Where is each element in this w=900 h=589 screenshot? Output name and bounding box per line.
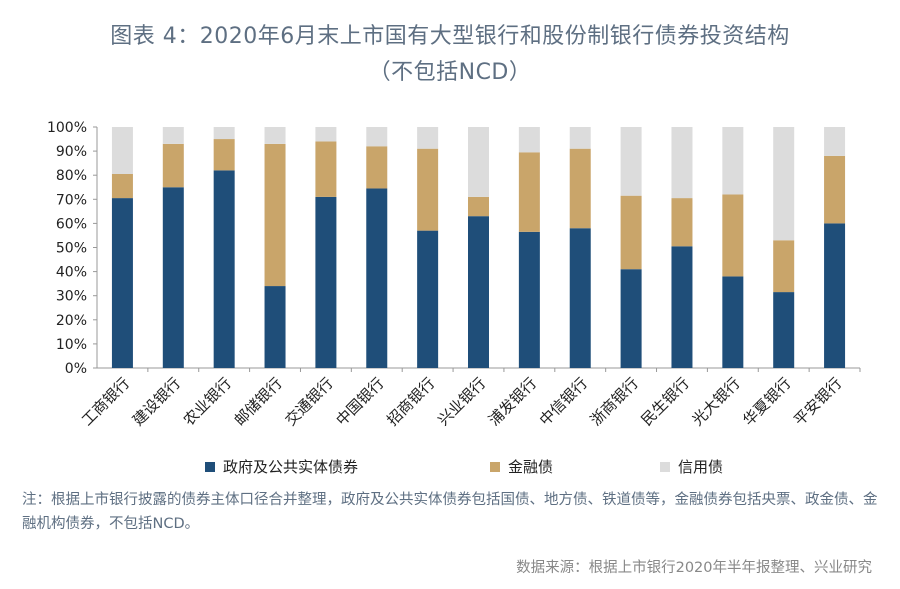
x-tick-label: 农业银行: [180, 374, 235, 429]
bar-segment-credit: [417, 127, 439, 149]
y-tick-label: 50%: [56, 241, 87, 257]
legend-swatch-fin: [490, 461, 500, 472]
bar-segment-fin: [468, 196, 489, 217]
y-tick-label: 80%: [56, 168, 87, 184]
bar-segment-fin: [722, 194, 744, 277]
x-tick-label: 建设银行: [129, 374, 184, 429]
bar-segment-gov: [671, 246, 693, 368]
y-tick-label: 90%: [56, 144, 87, 160]
chart-subtitle: （不包括NCD）: [368, 60, 532, 85]
bar-segment-fin: [315, 141, 337, 197]
x-tick-label: 工商银行: [78, 374, 133, 429]
legend-swatch-credit: [660, 461, 670, 472]
bar-segment-fin: [824, 155, 846, 224]
x-tick-label: 中国银行: [332, 374, 387, 429]
bar-segment-gov: [213, 170, 235, 368]
bar-segment-gov: [468, 216, 489, 368]
legend-swatch-gov: [205, 461, 215, 472]
legend-item-credit: 信用债: [660, 456, 723, 477]
bar-segment-gov: [366, 188, 388, 368]
bar-segment-credit: [468, 127, 489, 197]
x-tick-label: 浦发银行: [485, 374, 540, 429]
bar-segment-fin: [671, 198, 693, 247]
y-tick-label: 70%: [56, 192, 87, 208]
x-tick-label: 邮储银行: [231, 374, 286, 429]
x-tick-label: 民生银行: [638, 374, 693, 429]
bar-segment-credit: [773, 127, 795, 241]
x-tick-label: 华夏银行: [739, 374, 794, 429]
bar-segment-credit: [722, 127, 744, 195]
bar-segment-credit: [620, 127, 642, 196]
legend-item-fin: 金融债: [490, 456, 553, 477]
bar-segment-fin: [111, 173, 133, 199]
x-tick-label: 平安银行: [790, 374, 845, 429]
bar-segment-gov: [518, 231, 540, 368]
bar-segment-fin: [213, 139, 235, 171]
bar-segment-credit: [569, 127, 591, 149]
bar-segment-credit: [264, 127, 286, 144]
x-tick-label: 光大银行: [688, 374, 743, 429]
bar-segment-fin: [264, 143, 286, 287]
data-source: 数据来源：根据上市银行2020年半年报整理、兴业研究: [516, 560, 872, 576]
bar-segment-gov: [264, 286, 286, 368]
bar-segment-credit: [111, 127, 133, 174]
x-tick-label: 中信银行: [536, 374, 591, 429]
footnote: 注：根据上市银行披露的债券主体口径合并整理，政府及公共实体债券包括国债、地方债、…: [22, 492, 878, 532]
bar-segment-fin: [773, 240, 795, 293]
legend-label-fin: 金融债: [508, 458, 554, 476]
bar-segment-credit: [518, 127, 540, 153]
x-tick-label: 浙商银行: [587, 374, 642, 429]
bar-segment-gov: [569, 228, 591, 368]
y-tick-label: 30%: [56, 289, 87, 305]
bar-segment-credit: [213, 127, 235, 140]
legend: 政府及公共实体债券 金融债 信用债: [0, 456, 900, 480]
chart-title: 图表 4：2020年6月末上市国有大型银行和股份制银行债券投资结构: [110, 24, 790, 49]
bar-segment-gov: [824, 223, 846, 368]
bar-segment-credit: [315, 127, 337, 142]
bar-segment-gov: [722, 276, 744, 368]
x-tick-label: 兴业银行: [434, 374, 489, 429]
bar-segment-fin: [569, 148, 591, 229]
stacked-bar-chart: 0% 10% 20% 30% 40% 50% 60% 70% 80% 90% 100% 工商银行建设银…: [47, 120, 861, 429]
bar-segment-credit: [162, 127, 184, 144]
y-tick-label: 20%: [56, 313, 87, 329]
bar-segment-fin: [417, 148, 439, 231]
bar-segment-credit: [671, 127, 693, 199]
bar-segment-fin: [366, 146, 388, 189]
bar-segment-fin: [518, 152, 540, 232]
bar-segment-credit: [366, 127, 388, 147]
bar-segment-credit: [824, 127, 846, 156]
legend-label-credit: 信用债: [678, 458, 724, 476]
y-tick-label: 40%: [56, 265, 87, 281]
y-tick-label: 60%: [56, 216, 87, 232]
bar-segment-fin: [620, 195, 642, 270]
bar-segment-gov: [417, 230, 439, 368]
bar-segment-gov: [111, 198, 133, 368]
x-tick-label: 交通银行: [282, 374, 337, 429]
legend-item-gov: 政府及公共实体债券: [205, 456, 358, 477]
bar-segment-gov: [620, 269, 642, 368]
bar-segment-fin: [162, 143, 184, 188]
y-tick-label: 100%: [47, 120, 87, 136]
y-tick-label: 0%: [65, 361, 87, 377]
x-tick-label: 招商银行: [383, 374, 438, 429]
legend-label-gov: 政府及公共实体债券: [223, 458, 359, 476]
bar-segment-gov: [773, 292, 795, 368]
bar-segment-gov: [315, 196, 337, 368]
y-tick-label: 10%: [56, 337, 87, 353]
bar-segment-gov: [162, 187, 184, 368]
